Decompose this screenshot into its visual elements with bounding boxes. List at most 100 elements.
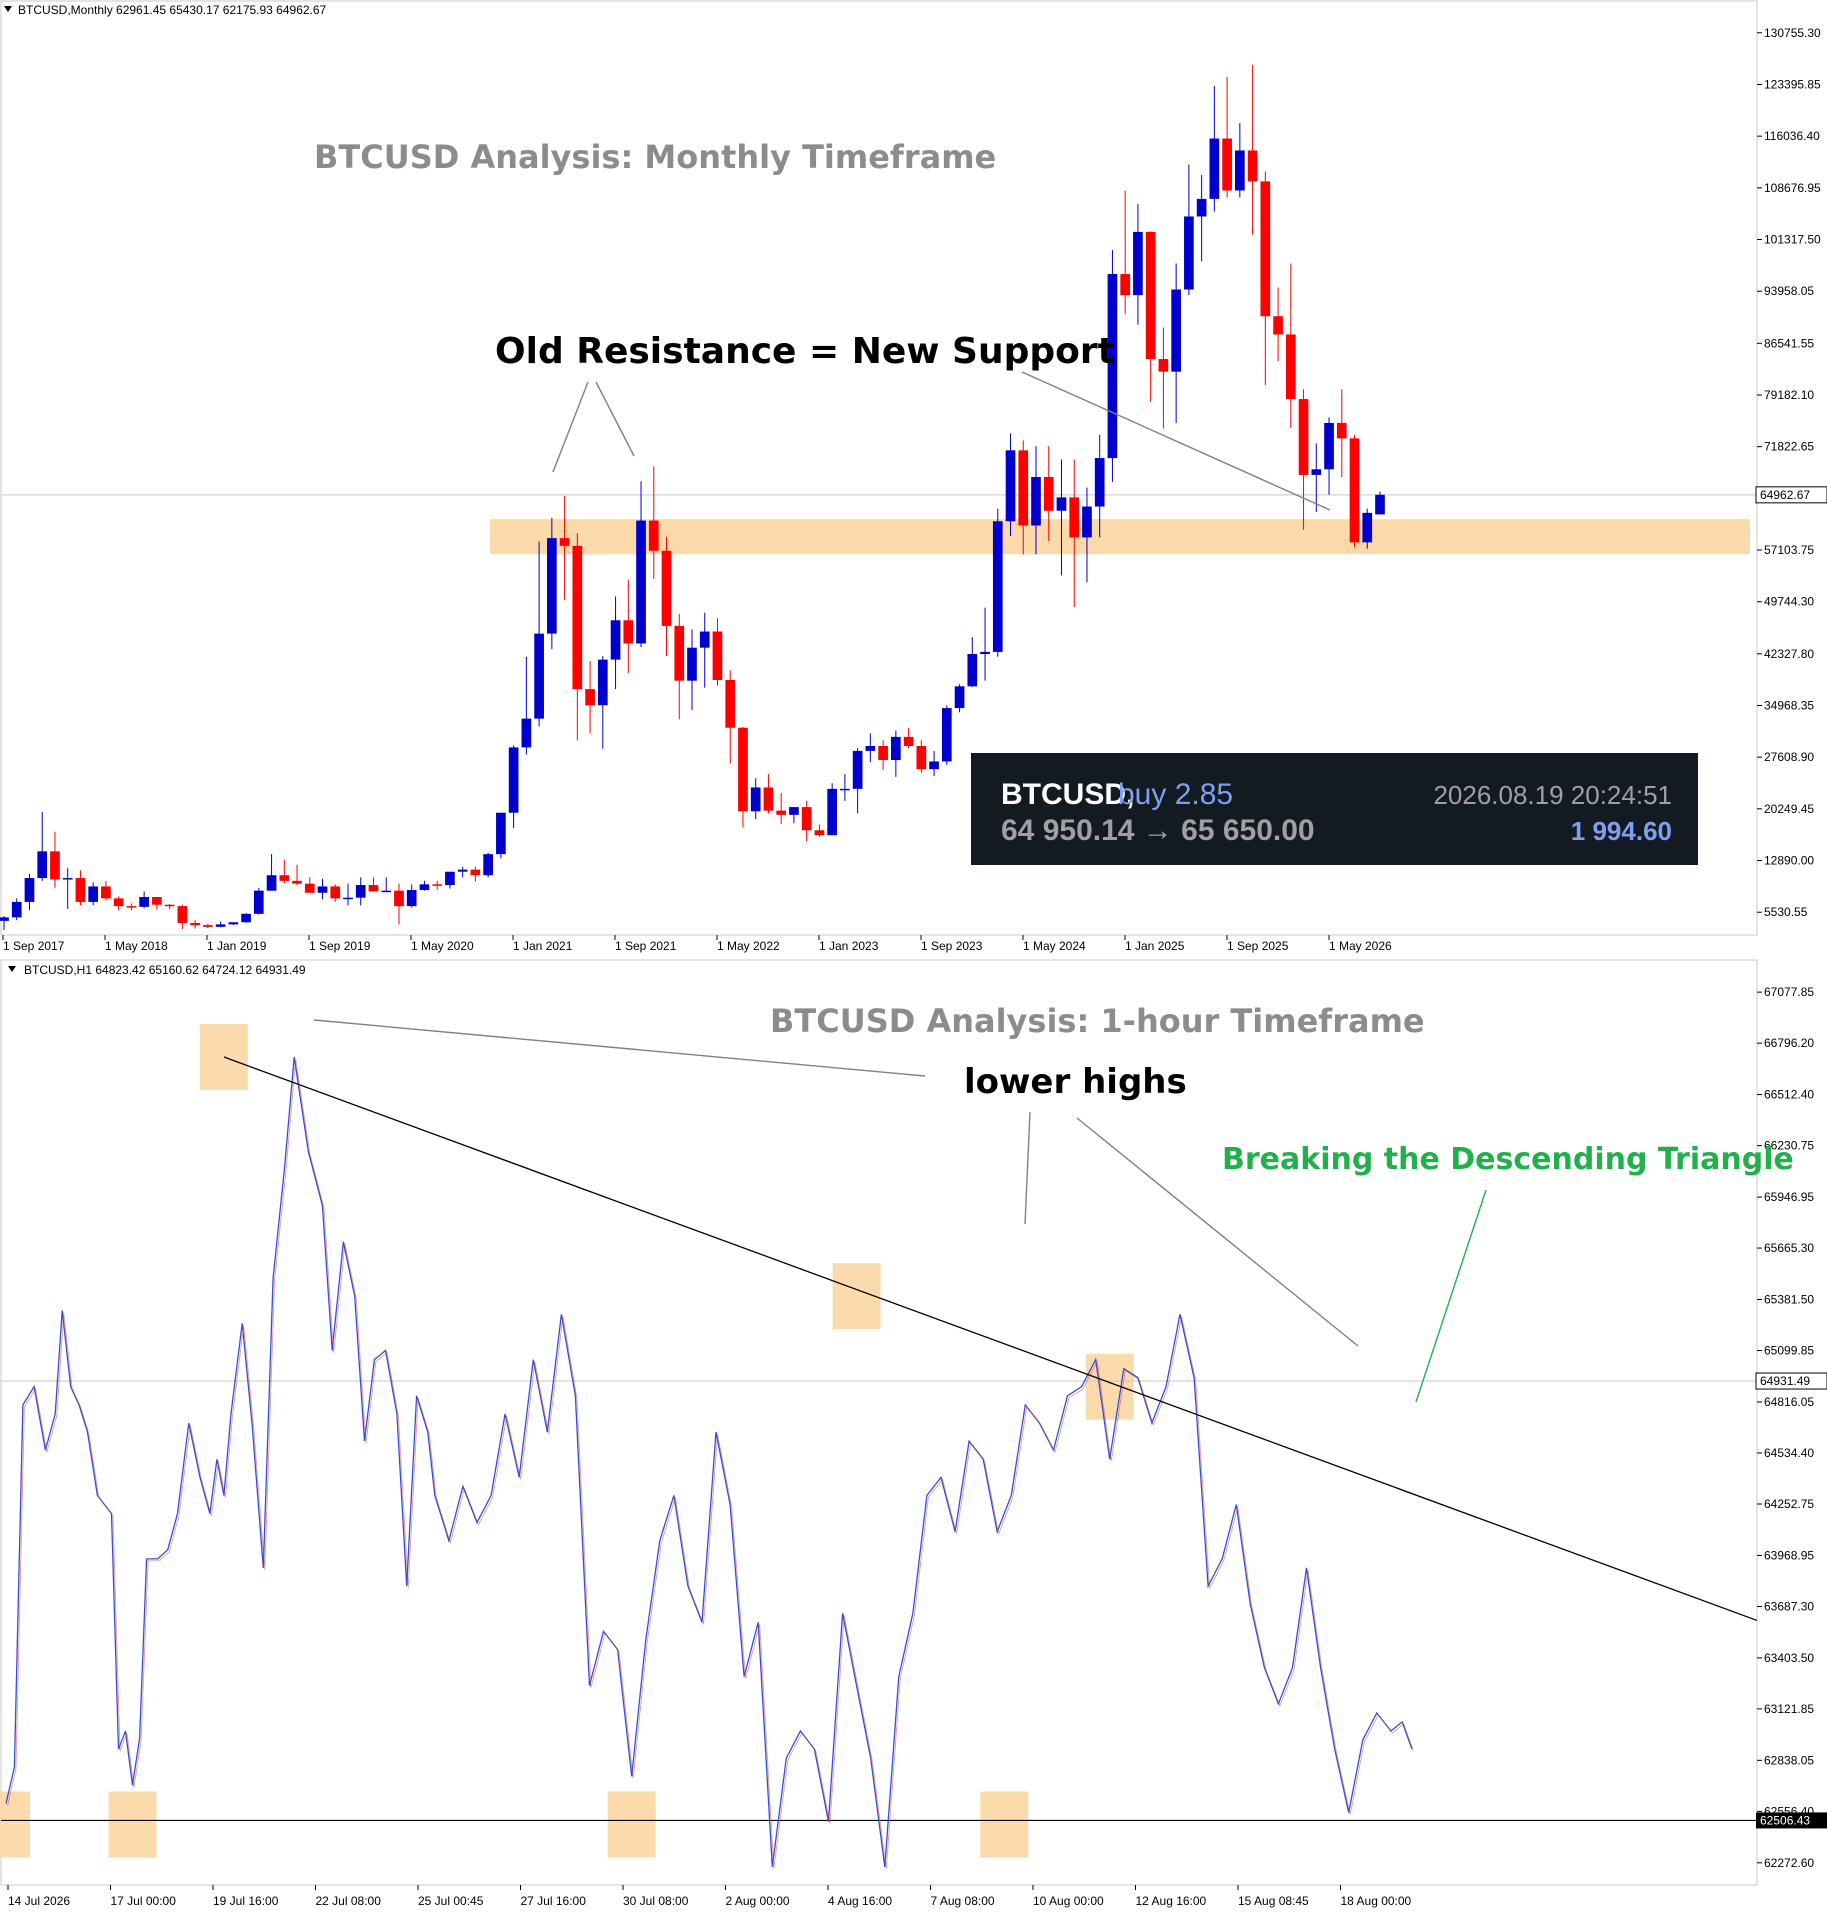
candle-body — [750, 787, 761, 812]
candle-body — [891, 736, 901, 761]
y-tick-label: 71822.65 — [1764, 440, 1814, 454]
y-tick-label: 66512.40 — [1764, 1088, 1814, 1102]
candle-body — [776, 810, 787, 815]
candle-body — [1285, 334, 1296, 400]
hourly-header-triangle-icon[interactable] — [8, 966, 16, 972]
candle-body — [470, 869, 481, 876]
highlight-box — [199, 1023, 248, 1090]
trade-profit: 1 994.60 — [1571, 816, 1672, 846]
candle-body — [623, 620, 634, 644]
highlight-box — [980, 1791, 1029, 1858]
y-tick-label: 130755.30 — [1764, 26, 1821, 40]
candle-body — [215, 924, 226, 927]
candle-body — [585, 689, 595, 706]
x-tick-label: 10 Aug 00:00 — [1033, 1894, 1104, 1908]
x-tick-label: 14 Jul 2026 — [8, 1894, 70, 1908]
monthly-header-triangle-icon[interactable] — [4, 6, 12, 12]
candle-body — [1298, 399, 1309, 475]
candle-body — [139, 896, 149, 907]
candle-body — [24, 878, 35, 902]
trade-info-box[interactable]: BTCUSD, buy 2.85 2026.08.19 20:24:51 64 … — [971, 753, 1698, 865]
candle-body — [610, 620, 621, 660]
y-tick-label: 123395.85 — [1764, 77, 1821, 91]
candle-body — [1069, 497, 1080, 538]
candle-body — [929, 761, 939, 770]
x-tick-label: 1 Sep 2017 — [3, 939, 65, 953]
candle-body — [903, 736, 914, 746]
y-tick-label: 62272.60 — [1764, 1856, 1814, 1870]
hourly-panel: 67077.85 66796.20 66512.40 66230.75 65946.95… — [0, 959, 1827, 1908]
candle-body — [1107, 274, 1118, 459]
hourly-y-axis: 67077.85 66796.20 66512.40 66230.75 65946.95… — [1757, 985, 1814, 1870]
x-tick-label: 1 Sep 2019 — [309, 939, 371, 953]
candle-body — [1362, 512, 1373, 543]
candle-body — [1133, 231, 1143, 296]
candle-body — [50, 851, 60, 880]
candle-body — [101, 886, 111, 899]
candle-body — [253, 890, 264, 914]
candle-body — [304, 883, 315, 893]
x-tick-label: 30 Jul 08:00 — [623, 1894, 689, 1908]
candle-body — [1184, 216, 1194, 290]
monthly-title: BTCUSD Analysis: Monthly Timeframe — [314, 138, 996, 176]
annotation-pointer — [552, 381, 589, 473]
candle-body — [368, 885, 379, 892]
x-tick-label: 25 Jul 00:45 — [418, 1894, 484, 1908]
monthly-candles — [0, 64, 1385, 930]
x-tick-label: 4 Aug 16:00 — [828, 1894, 892, 1908]
candle-body — [1324, 422, 1334, 470]
y-tick-label: 63403.50 — [1764, 1651, 1814, 1665]
y-tick-label: 66230.75 — [1764, 1139, 1814, 1153]
candle-body — [126, 906, 137, 908]
candle-body — [190, 922, 200, 926]
x-tick-label: 1 May 2018 — [105, 939, 168, 953]
y-tick-label: 65099.85 — [1764, 1344, 1814, 1358]
candle-body — [228, 922, 239, 925]
hourly-price-series-shadow — [7, 1058, 1414, 1869]
candle-body — [1031, 477, 1041, 526]
x-tick-label: 12 Aug 16:00 — [1136, 1894, 1207, 1908]
candle-body — [1247, 150, 1258, 182]
hourly-x-axis: 14 Jul 2026 17 Jul 00:00 19 Jul 16:00 22 Ju… — [7, 1885, 1412, 1908]
annotation-pointer — [1024, 1111, 1031, 1225]
candle-body — [521, 718, 532, 748]
y-tick-label: 34968.35 — [1764, 698, 1814, 712]
candle-body — [355, 885, 366, 898]
candle-body — [1311, 469, 1322, 475]
trade-prices: 64 950.14 → 65 650.00 — [1001, 814, 1315, 847]
candle-body — [508, 747, 519, 813]
hourly-annotation: lower highs — [964, 1062, 1187, 1102]
trade-symbol: BTCUSD, — [1001, 778, 1134, 811]
y-tick-label: 65381.50 — [1764, 1292, 1814, 1306]
x-tick-label: 19 Jul 16:00 — [213, 1894, 279, 1908]
candle-body — [827, 788, 837, 836]
candle-body — [1171, 289, 1181, 372]
descending-trendline — [223, 1056, 1758, 1622]
x-tick-label: 1 Jan 2025 — [1125, 939, 1185, 953]
y-tick-label: 65946.95 — [1764, 1190, 1814, 1204]
candle-body — [1336, 422, 1347, 439]
candle-body — [11, 901, 22, 918]
y-tick-label: 27608.90 — [1764, 750, 1814, 764]
candle-body — [1273, 316, 1283, 335]
x-tick-label: 1 Sep 2021 — [615, 939, 677, 953]
candle-body — [483, 854, 493, 876]
candle-body — [1056, 497, 1067, 511]
candle-body — [941, 708, 952, 762]
highlight-box — [0, 1791, 30, 1858]
x-tick-label: 27 Jul 16:00 — [521, 1894, 587, 1908]
y-tick-label: 5530.55 — [1764, 905, 1808, 919]
candle-body — [1235, 150, 1245, 191]
y-tick-label: 20249.45 — [1764, 802, 1814, 816]
support-price-tag — [1756, 1812, 1827, 1829]
candle-body — [37, 851, 48, 879]
y-tick-label: 42327.80 — [1764, 647, 1814, 661]
candle-body — [534, 633, 544, 719]
candle-body — [852, 750, 863, 789]
monthly-support-zone — [490, 519, 1750, 555]
x-tick-label: 1 May 2022 — [717, 939, 780, 953]
y-tick-label: 93958.05 — [1764, 284, 1814, 298]
candle-body — [1005, 450, 1016, 522]
x-tick-label: 1 Sep 2023 — [921, 939, 983, 953]
highlight-box — [108, 1791, 157, 1858]
